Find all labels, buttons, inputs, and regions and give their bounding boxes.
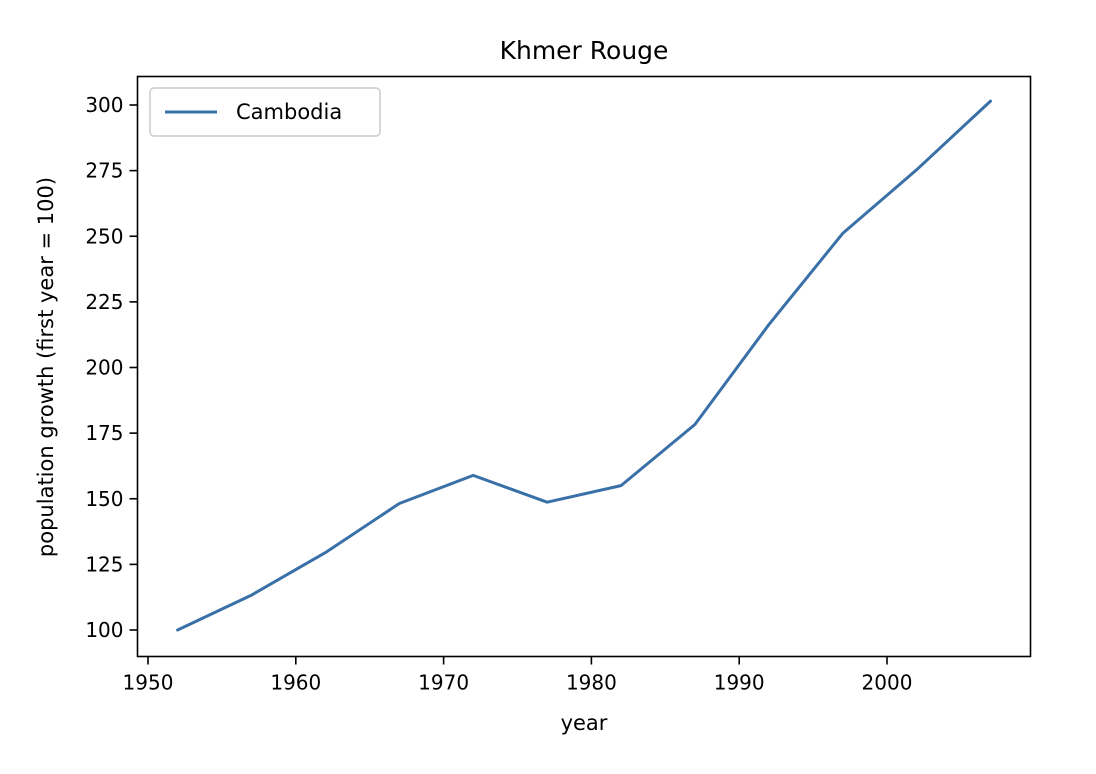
y-tick-label: 300 xyxy=(85,93,123,117)
y-tick-label: 200 xyxy=(85,356,123,380)
series-layer xyxy=(176,99,992,632)
y-tick-label: 250 xyxy=(85,224,123,248)
series-line-cambodia xyxy=(176,99,992,632)
y-tick-label: 125 xyxy=(85,552,123,576)
y-tick-label: 100 xyxy=(85,618,123,642)
x-tick-label: 1980 xyxy=(566,671,617,695)
y-tick-label: 175 xyxy=(85,421,123,445)
plot-area xyxy=(136,75,1032,658)
chart-title: Khmer Rouge xyxy=(500,36,669,65)
y-tick-label: 275 xyxy=(85,159,123,183)
x-tick-label: 1990 xyxy=(714,671,765,695)
x-tick-label: 2000 xyxy=(862,671,913,695)
x-tick-label: 1960 xyxy=(270,671,321,695)
y-axis-label: population growth (first year = 100) xyxy=(34,177,58,557)
y-tick-label: 225 xyxy=(85,290,123,314)
x-axis: 1950 1960 1970 1980 1990 2000 xyxy=(123,656,913,695)
legend-label: Cambodia xyxy=(236,100,342,124)
y-tick-label: 150 xyxy=(85,487,123,511)
legend-box xyxy=(149,87,381,137)
plot-border xyxy=(136,75,1032,658)
legend: Cambodia xyxy=(149,87,381,137)
y-axis: 100 125 150 175 200 225 250 275 300 xyxy=(85,93,138,642)
x-tick-label: 1970 xyxy=(418,671,469,695)
x-tick-label: 1950 xyxy=(123,671,174,695)
x-axis-label: year xyxy=(561,711,608,735)
